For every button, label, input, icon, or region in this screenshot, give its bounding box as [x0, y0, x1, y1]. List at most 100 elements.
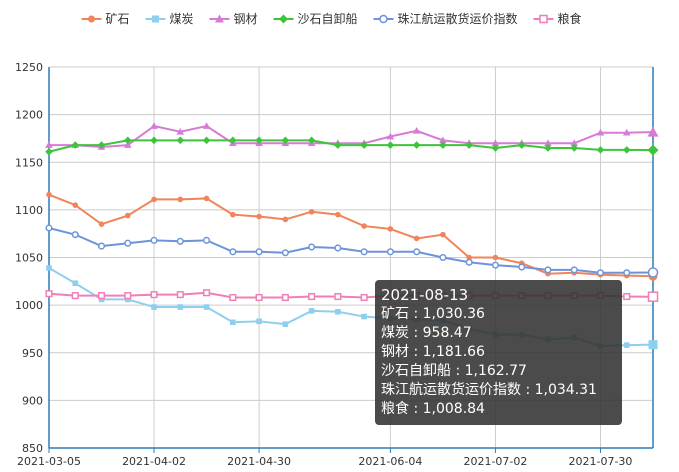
data-point: [124, 239, 132, 247]
tooltip-date: 2021-08-13: [381, 286, 469, 304]
data-point: [439, 141, 447, 149]
series-4: [45, 224, 659, 278]
data-point: [439, 253, 447, 262]
legend-label: 钢材: [234, 12, 258, 26]
data-point: [123, 136, 132, 145]
data-point: [596, 128, 605, 136]
data-point: [386, 141, 395, 149]
data-point: [544, 144, 552, 152]
data-point: [466, 254, 472, 261]
tooltip: 2021-08-13 矿石 : 1,030.36 煤炭 : 958.47 钢材 …: [375, 280, 622, 425]
data-point: [570, 266, 578, 274]
data-point: [361, 313, 367, 320]
data-point: [176, 291, 184, 299]
data-point: [71, 292, 79, 300]
data-point: [491, 139, 500, 146]
data-point: [570, 144, 579, 152]
data-point: [150, 122, 158, 129]
data-point: [491, 261, 499, 269]
legend-label: 煤炭: [170, 12, 194, 26]
data-point: [517, 141, 526, 149]
x-tick-label: 2021-04-02: [122, 455, 186, 468]
data-point: [279, 14, 288, 24]
data-point: [281, 136, 290, 145]
data-point: [334, 244, 342, 252]
data-point: [176, 127, 185, 135]
data-point: [98, 296, 105, 303]
x-tick-label: 2021-07-30: [569, 455, 633, 468]
tooltip-row-ore: 矿石 : 1,030.36: [381, 306, 485, 322]
data-point: [465, 258, 473, 266]
data-point: [282, 216, 289, 223]
x-tick-label: 2021-07-02: [463, 455, 527, 468]
data-point: [308, 308, 315, 314]
data-point: [386, 248, 394, 256]
legend-item-1[interactable]: 煤炭: [145, 12, 194, 26]
data-point: [413, 248, 421, 256]
data-point: [151, 196, 157, 203]
data-point: [177, 304, 184, 310]
series-line: [48, 139, 654, 153]
data-point: [150, 136, 158, 145]
data-point: [491, 144, 500, 152]
tooltip-row-grain: 粮食 : 1,008.84: [381, 401, 485, 417]
legend-item-2[interactable]: 钢材: [209, 12, 258, 26]
data-point: [647, 126, 659, 137]
data-point: [45, 147, 53, 156]
y-tick-label: 1200: [15, 109, 43, 122]
data-point: [88, 15, 95, 23]
data-point: [412, 141, 421, 149]
data-point: [203, 236, 211, 244]
data-point: [387, 226, 394, 232]
legend-label: 珠江航运散货运价指数: [398, 11, 518, 26]
data-point: [647, 144, 659, 156]
series-0: [46, 191, 658, 281]
data-point: [97, 141, 106, 149]
legend-label: 沙石自卸船: [298, 11, 358, 26]
data-point: [334, 293, 342, 301]
data-point: [72, 280, 79, 287]
data-point: [412, 127, 421, 134]
y-tick-label: 1250: [15, 61, 43, 74]
data-point: [202, 122, 211, 129]
data-point: [150, 236, 158, 244]
data-point: [623, 342, 630, 348]
data-point: [539, 14, 548, 24]
data-point: [151, 304, 157, 310]
data-point: [465, 141, 473, 149]
data-point: [97, 242, 106, 250]
data-point: [97, 292, 106, 300]
series-line: [48, 227, 654, 274]
y-tick-label: 1100: [15, 204, 43, 217]
data-point: [308, 208, 315, 215]
data-point: [124, 292, 132, 300]
data-point: [281, 293, 289, 302]
data-point: [492, 254, 499, 261]
data-point: [360, 248, 368, 256]
data-point: [335, 308, 341, 315]
data-point: [308, 243, 316, 251]
data-point: [518, 263, 526, 271]
data-point: [361, 223, 367, 229]
data-point: [71, 231, 79, 239]
x-tick-label: 2021-04-30: [227, 455, 291, 468]
legend-item-0[interactable]: 矿石: [81, 12, 130, 26]
data-point: [176, 136, 185, 145]
data-point: [439, 136, 447, 144]
data-point: [176, 237, 184, 245]
data-point: [229, 136, 237, 145]
x-tick-label: 2021-03-05: [17, 455, 81, 468]
data-point: [46, 191, 52, 198]
legend-item-5[interactable]: 粮食: [533, 11, 582, 26]
data-point: [202, 136, 211, 145]
data-point: [45, 141, 53, 148]
legend-item-4[interactable]: 珠江航运散货运价指数: [373, 11, 518, 26]
data-point: [124, 296, 131, 303]
data-point: [229, 248, 237, 256]
data-point: [544, 139, 552, 146]
legend-item-3[interactable]: 沙石自卸船: [273, 11, 358, 26]
data-point: [570, 139, 579, 146]
data-point: [124, 212, 131, 219]
data-point: [622, 128, 631, 136]
data-point: [256, 318, 262, 325]
